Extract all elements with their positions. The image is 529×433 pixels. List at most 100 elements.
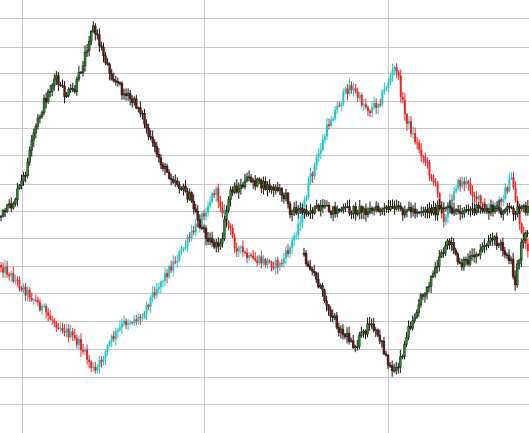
candle-up bbox=[360, 331, 363, 336]
candle-down bbox=[481, 208, 484, 212]
candle-up bbox=[358, 94, 361, 98]
candle-up bbox=[229, 189, 232, 200]
candle-down bbox=[249, 176, 253, 183]
candle-down bbox=[352, 340, 355, 348]
candle-up bbox=[309, 210, 312, 214]
candle-down bbox=[503, 250, 507, 255]
candle-down bbox=[268, 260, 271, 263]
candle-up bbox=[321, 139, 324, 150]
candle-down bbox=[231, 227, 234, 237]
candle-down bbox=[497, 206, 501, 211]
candle-up bbox=[403, 211, 407, 216]
candle-up bbox=[251, 180, 255, 183]
candle-up bbox=[385, 206, 388, 209]
candle-down bbox=[338, 208, 341, 211]
candle-down bbox=[328, 124, 330, 126]
candle-down bbox=[451, 199, 453, 201]
candle-down bbox=[397, 72, 400, 76]
candle-down bbox=[376, 329, 379, 336]
candle-down bbox=[304, 252, 308, 265]
candle-up bbox=[436, 265, 439, 268]
candle-down bbox=[186, 191, 189, 200]
candle-down bbox=[506, 187, 509, 192]
candle-down bbox=[354, 206, 357, 215]
candle-down bbox=[331, 315, 334, 318]
candle-down bbox=[63, 331, 66, 333]
candle-up bbox=[510, 177, 513, 179]
candle-up bbox=[389, 76, 392, 83]
candle-down bbox=[161, 164, 165, 169]
candle-down bbox=[308, 265, 312, 270]
candle-down bbox=[143, 113, 146, 125]
candle-up bbox=[475, 204, 478, 214]
candle-down bbox=[335, 315, 338, 328]
candle-down bbox=[354, 88, 357, 92]
candle-down bbox=[327, 204, 331, 212]
candle-down bbox=[108, 64, 111, 74]
candle-up bbox=[256, 178, 259, 187]
candle-down bbox=[2, 267, 5, 273]
candle-up bbox=[26, 289, 29, 296]
candle-up bbox=[303, 209, 306, 213]
candle-down bbox=[287, 250, 289, 254]
candle-down bbox=[247, 176, 251, 179]
candle-down bbox=[139, 316, 142, 319]
candle-down bbox=[57, 327, 60, 329]
candle-up bbox=[223, 218, 226, 239]
candle-up bbox=[106, 345, 109, 351]
candle-up bbox=[65, 328, 68, 333]
candle-down bbox=[511, 258, 515, 277]
candle-down bbox=[485, 208, 489, 212]
candle-down bbox=[106, 62, 109, 65]
candle-up bbox=[374, 329, 377, 331]
candle-down bbox=[213, 193, 216, 196]
candle-up bbox=[182, 185, 185, 190]
candle-up bbox=[411, 320, 414, 329]
candle-down bbox=[61, 84, 64, 87]
candle-up bbox=[391, 70, 394, 77]
candle-down bbox=[434, 206, 437, 216]
candle-up bbox=[65, 95, 68, 98]
candle-up bbox=[366, 212, 370, 215]
candle-down bbox=[82, 350, 84, 352]
candle-up bbox=[215, 242, 218, 248]
candle-up bbox=[405, 209, 409, 213]
candle-up bbox=[123, 320, 125, 324]
candle-up bbox=[452, 209, 456, 214]
candle-up bbox=[237, 188, 241, 193]
candle-up bbox=[297, 224, 300, 236]
candle-up bbox=[412, 133, 415, 135]
candle-down bbox=[477, 254, 480, 256]
candle-up bbox=[151, 292, 154, 297]
candle-down bbox=[270, 262, 273, 268]
candle-down bbox=[90, 361, 93, 368]
candle-up bbox=[477, 195, 480, 200]
candle-down bbox=[100, 45, 103, 48]
candle-up bbox=[258, 256, 261, 264]
candle-up bbox=[155, 289, 158, 296]
candle-up bbox=[307, 213, 310, 215]
candle-down bbox=[426, 162, 429, 164]
candle-down bbox=[94, 366, 97, 371]
candle-up bbox=[470, 254, 474, 257]
candle-up bbox=[141, 113, 144, 115]
candle-up bbox=[75, 79, 79, 92]
candle-down bbox=[145, 123, 148, 129]
candle-up bbox=[440, 207, 443, 210]
candle-up bbox=[483, 245, 486, 247]
candle-up bbox=[417, 304, 420, 313]
candle-up bbox=[334, 109, 337, 119]
candle-up bbox=[84, 349, 87, 352]
candle-down bbox=[421, 294, 425, 297]
candle-down bbox=[501, 242, 505, 251]
candle-down bbox=[424, 156, 427, 163]
candle-up bbox=[495, 206, 499, 210]
candle-up bbox=[450, 242, 453, 245]
candle-down bbox=[526, 243, 529, 252]
candle-up bbox=[420, 211, 423, 214]
candle-up bbox=[362, 208, 366, 213]
candle-down bbox=[464, 259, 468, 261]
candle-up bbox=[141, 317, 144, 319]
candle-up bbox=[168, 266, 171, 277]
candle-down bbox=[375, 103, 378, 108]
